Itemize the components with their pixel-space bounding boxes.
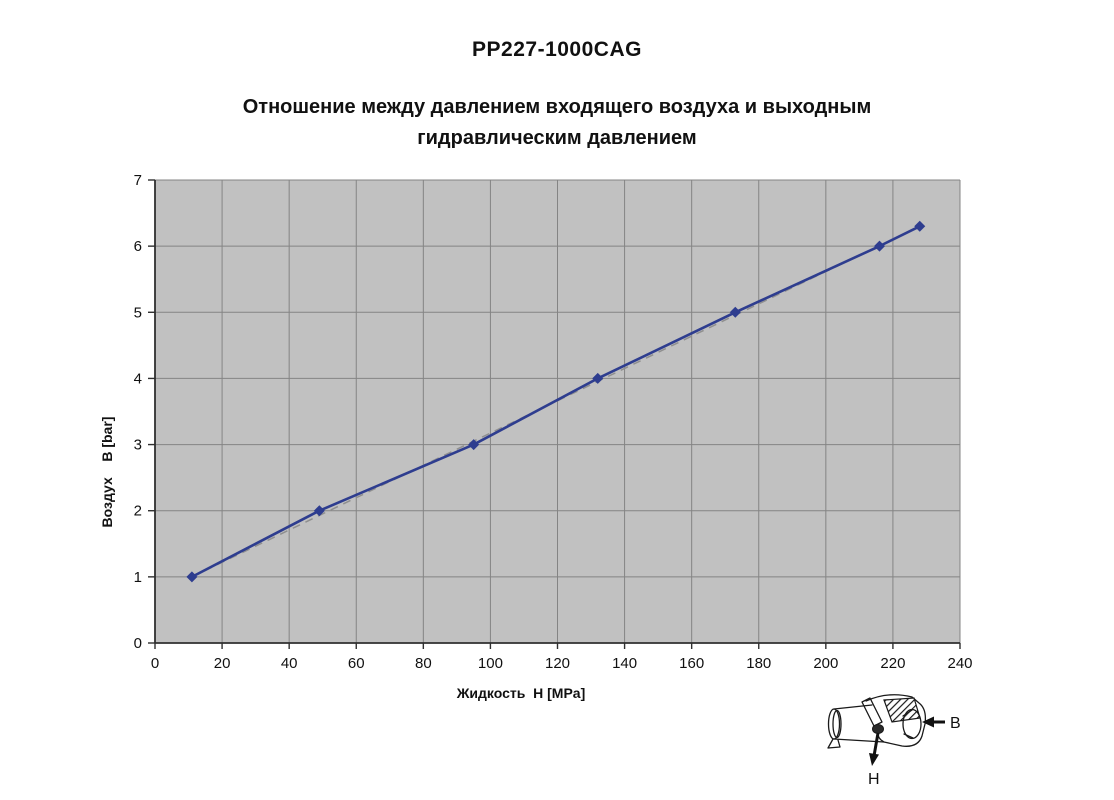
pump-illustration: В Н xyxy=(827,694,961,788)
data-point-marker xyxy=(592,372,604,384)
y-tick-label: 7 xyxy=(134,172,142,189)
x-tick-label: 120 xyxy=(545,655,570,672)
x-tick-label: 0 xyxy=(151,655,159,672)
data-point-marker xyxy=(914,220,926,232)
x-tick-label: 240 xyxy=(947,655,972,672)
x-tick-label: 160 xyxy=(679,655,704,672)
y-tick-label: 2 xyxy=(134,503,142,520)
y-tick-label: 0 xyxy=(134,635,142,652)
x-tick-label: 140 xyxy=(612,655,637,672)
data-point-marker xyxy=(468,439,480,451)
data-point-markers xyxy=(186,220,926,583)
data-point-marker xyxy=(186,571,198,583)
x-tick-label: 200 xyxy=(813,655,838,672)
x-tick-label: 100 xyxy=(478,655,503,672)
x-tick-label: 60 xyxy=(348,655,365,672)
pump-bracket xyxy=(861,697,884,734)
y-tick-labels: 0 1 2 3 4 5 6 7 xyxy=(134,172,142,652)
x-tick-label: 80 xyxy=(415,655,432,672)
y-axis-title: Воздух В [bar] xyxy=(99,416,115,528)
fluid-outlet-arrow: Н xyxy=(868,732,880,788)
data-point-marker xyxy=(729,306,741,318)
pump-fluid-port-label: Н xyxy=(868,771,880,788)
chart-title: PP227-1000CAG xyxy=(472,38,642,61)
y-tick-label: 5 xyxy=(134,304,142,321)
tick-marks xyxy=(148,179,961,649)
pump-head xyxy=(865,694,927,747)
x-axis-title: Жидкость Н [MPa] xyxy=(456,685,586,701)
x-tick-label: 220 xyxy=(880,655,905,672)
pump-air-port-label: В xyxy=(950,715,961,732)
air-inlet-arrow: В xyxy=(922,715,961,732)
x-tick-label: 40 xyxy=(281,655,298,672)
data-point-marker xyxy=(874,240,885,252)
chart-subtitle-line1: Отношение между давлением входящего возд… xyxy=(242,96,872,118)
y-tick-label: 4 xyxy=(134,370,142,387)
chart-subtitle-line2: гидравлическим давлением xyxy=(417,127,697,149)
x-tick-label: 180 xyxy=(746,655,771,672)
y-tick-label: 1 xyxy=(134,569,142,586)
y-tick-label: 6 xyxy=(134,238,142,255)
data-point-marker xyxy=(313,505,325,517)
chart-subtitle: Отношение между давлением входящего возд… xyxy=(0,92,1114,154)
y-tick-label: 3 xyxy=(134,437,142,454)
x-tick-label: 20 xyxy=(214,655,231,672)
x-tick-labels: 0 20 40 60 80 100 120 140 160 180 200 220 240 xyxy=(151,655,973,672)
